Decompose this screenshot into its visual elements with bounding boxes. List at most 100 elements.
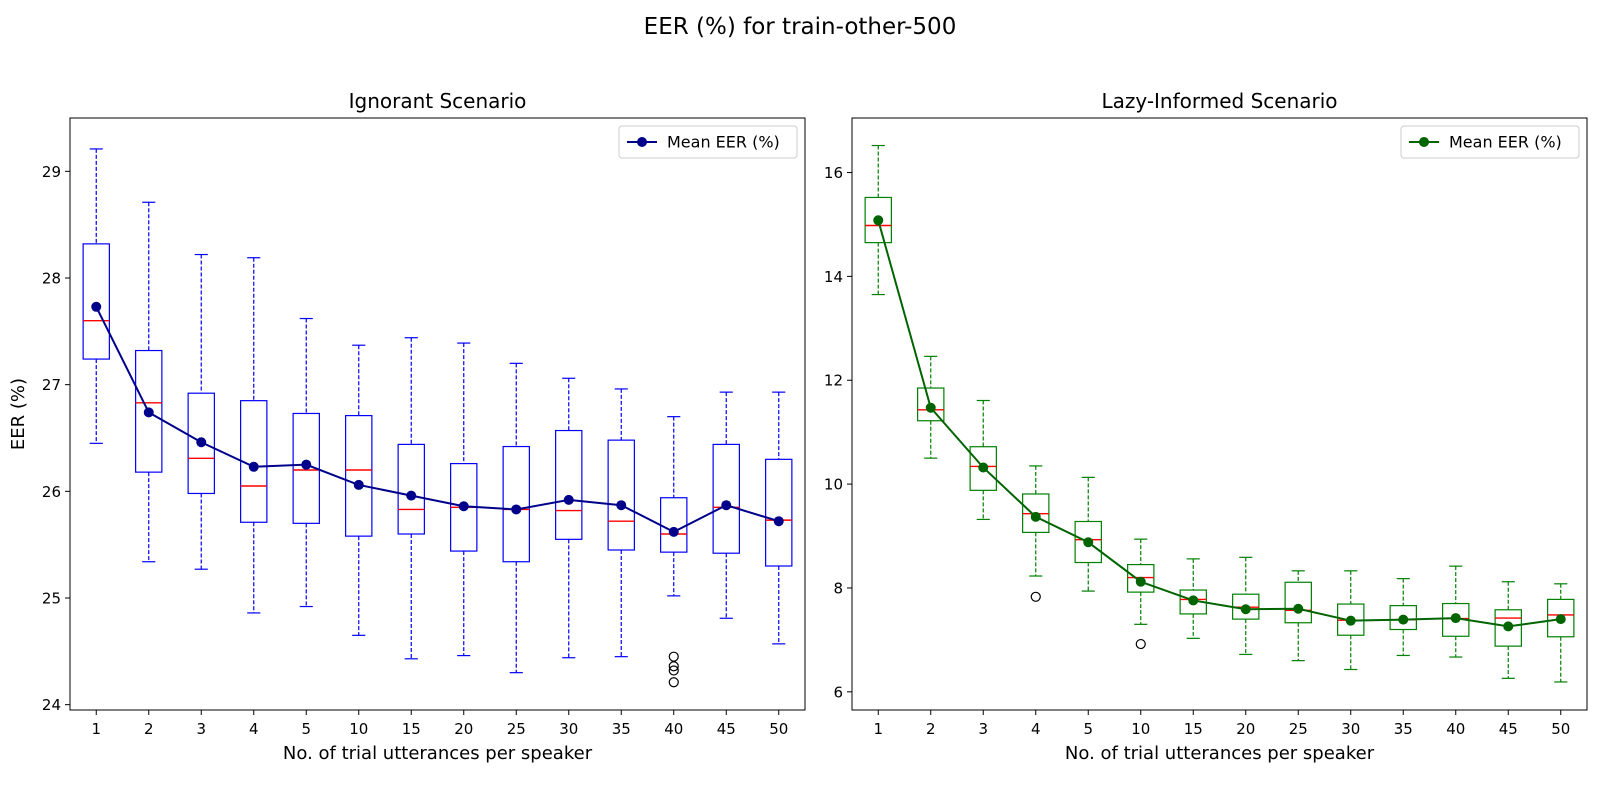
x-tick-label: 1 bbox=[873, 720, 883, 738]
box-5 bbox=[292, 317, 320, 608]
box-25 bbox=[1284, 570, 1312, 662]
outlier-point bbox=[1135, 638, 1146, 650]
box-10 bbox=[345, 344, 373, 636]
box-body bbox=[917, 387, 945, 422]
box-body bbox=[1494, 609, 1522, 647]
x-tick-label: 3 bbox=[978, 720, 988, 738]
mean-point bbox=[248, 461, 259, 472]
y-tick-label: 29 bbox=[42, 163, 61, 181]
box-30 bbox=[555, 377, 583, 659]
outlier-point bbox=[668, 677, 679, 688]
y-tick-label: 25 bbox=[42, 590, 61, 608]
x-tick-label: 5 bbox=[301, 720, 311, 738]
box-body bbox=[1547, 598, 1575, 638]
mean-point bbox=[873, 215, 884, 226]
outlier-point bbox=[668, 665, 679, 676]
x-tick-label: 10 bbox=[349, 720, 368, 738]
box-body bbox=[292, 412, 320, 524]
mean-point bbox=[1398, 614, 1409, 625]
box-2 bbox=[135, 201, 163, 563]
box-body bbox=[969, 446, 997, 491]
mean-point bbox=[1450, 613, 1461, 624]
box-35 bbox=[1389, 578, 1417, 657]
x-tick-label: 35 bbox=[612, 720, 631, 738]
mean-point bbox=[1030, 511, 1041, 522]
legend-label: Mean EER (%) bbox=[667, 133, 780, 152]
mean-point bbox=[1503, 621, 1514, 632]
box-body bbox=[502, 445, 530, 563]
box-body bbox=[82, 243, 110, 360]
box-body bbox=[864, 196, 892, 244]
x-tick-label: 20 bbox=[454, 720, 473, 738]
y-tick-label: 8 bbox=[833, 579, 843, 597]
mean-point bbox=[91, 301, 102, 312]
box-45 bbox=[1494, 581, 1522, 679]
box-40 bbox=[660, 416, 688, 688]
x-tick-label: 20 bbox=[1236, 720, 1255, 738]
y-tick-label: 26 bbox=[42, 483, 61, 501]
mean-point bbox=[668, 526, 679, 537]
box-15 bbox=[397, 337, 425, 660]
mean-point bbox=[353, 479, 364, 490]
x-tick-label: 5 bbox=[1083, 720, 1093, 738]
box-body bbox=[660, 497, 688, 553]
x-tick-label: 45 bbox=[717, 720, 736, 738]
outlier-point bbox=[668, 651, 679, 662]
x-tick-label: 25 bbox=[1289, 720, 1308, 738]
mean-point bbox=[721, 500, 732, 511]
mean-point bbox=[458, 501, 469, 512]
x-tick-label: 1 bbox=[91, 720, 101, 738]
legend: Mean EER (%) bbox=[1400, 125, 1580, 159]
x-tick-label: 15 bbox=[402, 720, 421, 738]
box-body bbox=[1389, 605, 1417, 631]
y-tick-label: 6 bbox=[833, 683, 843, 701]
box-body bbox=[1284, 581, 1312, 624]
box-body bbox=[712, 443, 740, 554]
x-tick-label: 2 bbox=[144, 720, 154, 738]
axes-frame bbox=[851, 117, 1588, 711]
box-body bbox=[187, 392, 215, 495]
box-40 bbox=[1442, 565, 1470, 658]
box-body bbox=[345, 415, 373, 537]
box-50 bbox=[1547, 583, 1575, 683]
x-tick-label: 3 bbox=[196, 720, 206, 738]
panel-title: Lazy-Informed Scenario bbox=[1101, 89, 1337, 113]
x-tick-label: 4 bbox=[1031, 720, 1041, 738]
box-1 bbox=[82, 148, 110, 444]
axes-frame bbox=[69, 117, 806, 711]
x-tick-label: 45 bbox=[1499, 720, 1518, 738]
mean-point bbox=[301, 459, 312, 470]
mean-point bbox=[773, 516, 784, 527]
x-tick-label: 30 bbox=[1341, 720, 1360, 738]
mean-point bbox=[978, 462, 989, 473]
mean-point bbox=[1293, 603, 1304, 614]
mean-point bbox=[143, 407, 154, 418]
box-3 bbox=[187, 253, 215, 570]
x-tick-label: 25 bbox=[507, 720, 526, 738]
box-20 bbox=[450, 342, 478, 657]
outlier-point bbox=[668, 661, 679, 672]
mean-point bbox=[616, 500, 627, 511]
legend-marker-swatch bbox=[1419, 137, 1429, 147]
box-10 bbox=[1127, 538, 1155, 650]
box-body bbox=[555, 429, 583, 540]
y-tick-label: 14 bbox=[824, 268, 843, 286]
box-4 bbox=[240, 257, 268, 614]
x-tick-label: 30 bbox=[559, 720, 578, 738]
box-5 bbox=[1074, 476, 1102, 592]
y-axis-label: EER (%) bbox=[8, 378, 29, 450]
box-4 bbox=[1022, 465, 1050, 602]
x-axis-label: No. of trial utterances per speaker bbox=[283, 743, 593, 764]
legend-label: Mean EER (%) bbox=[1449, 133, 1562, 152]
mean-point bbox=[1083, 537, 1094, 548]
mean-point bbox=[925, 402, 936, 413]
box-body bbox=[135, 349, 163, 473]
mean-point bbox=[1345, 615, 1356, 626]
x-tick-label: 2 bbox=[926, 720, 936, 738]
mean-point bbox=[406, 490, 417, 501]
box-body bbox=[1127, 563, 1155, 593]
mean-point bbox=[563, 494, 574, 505]
